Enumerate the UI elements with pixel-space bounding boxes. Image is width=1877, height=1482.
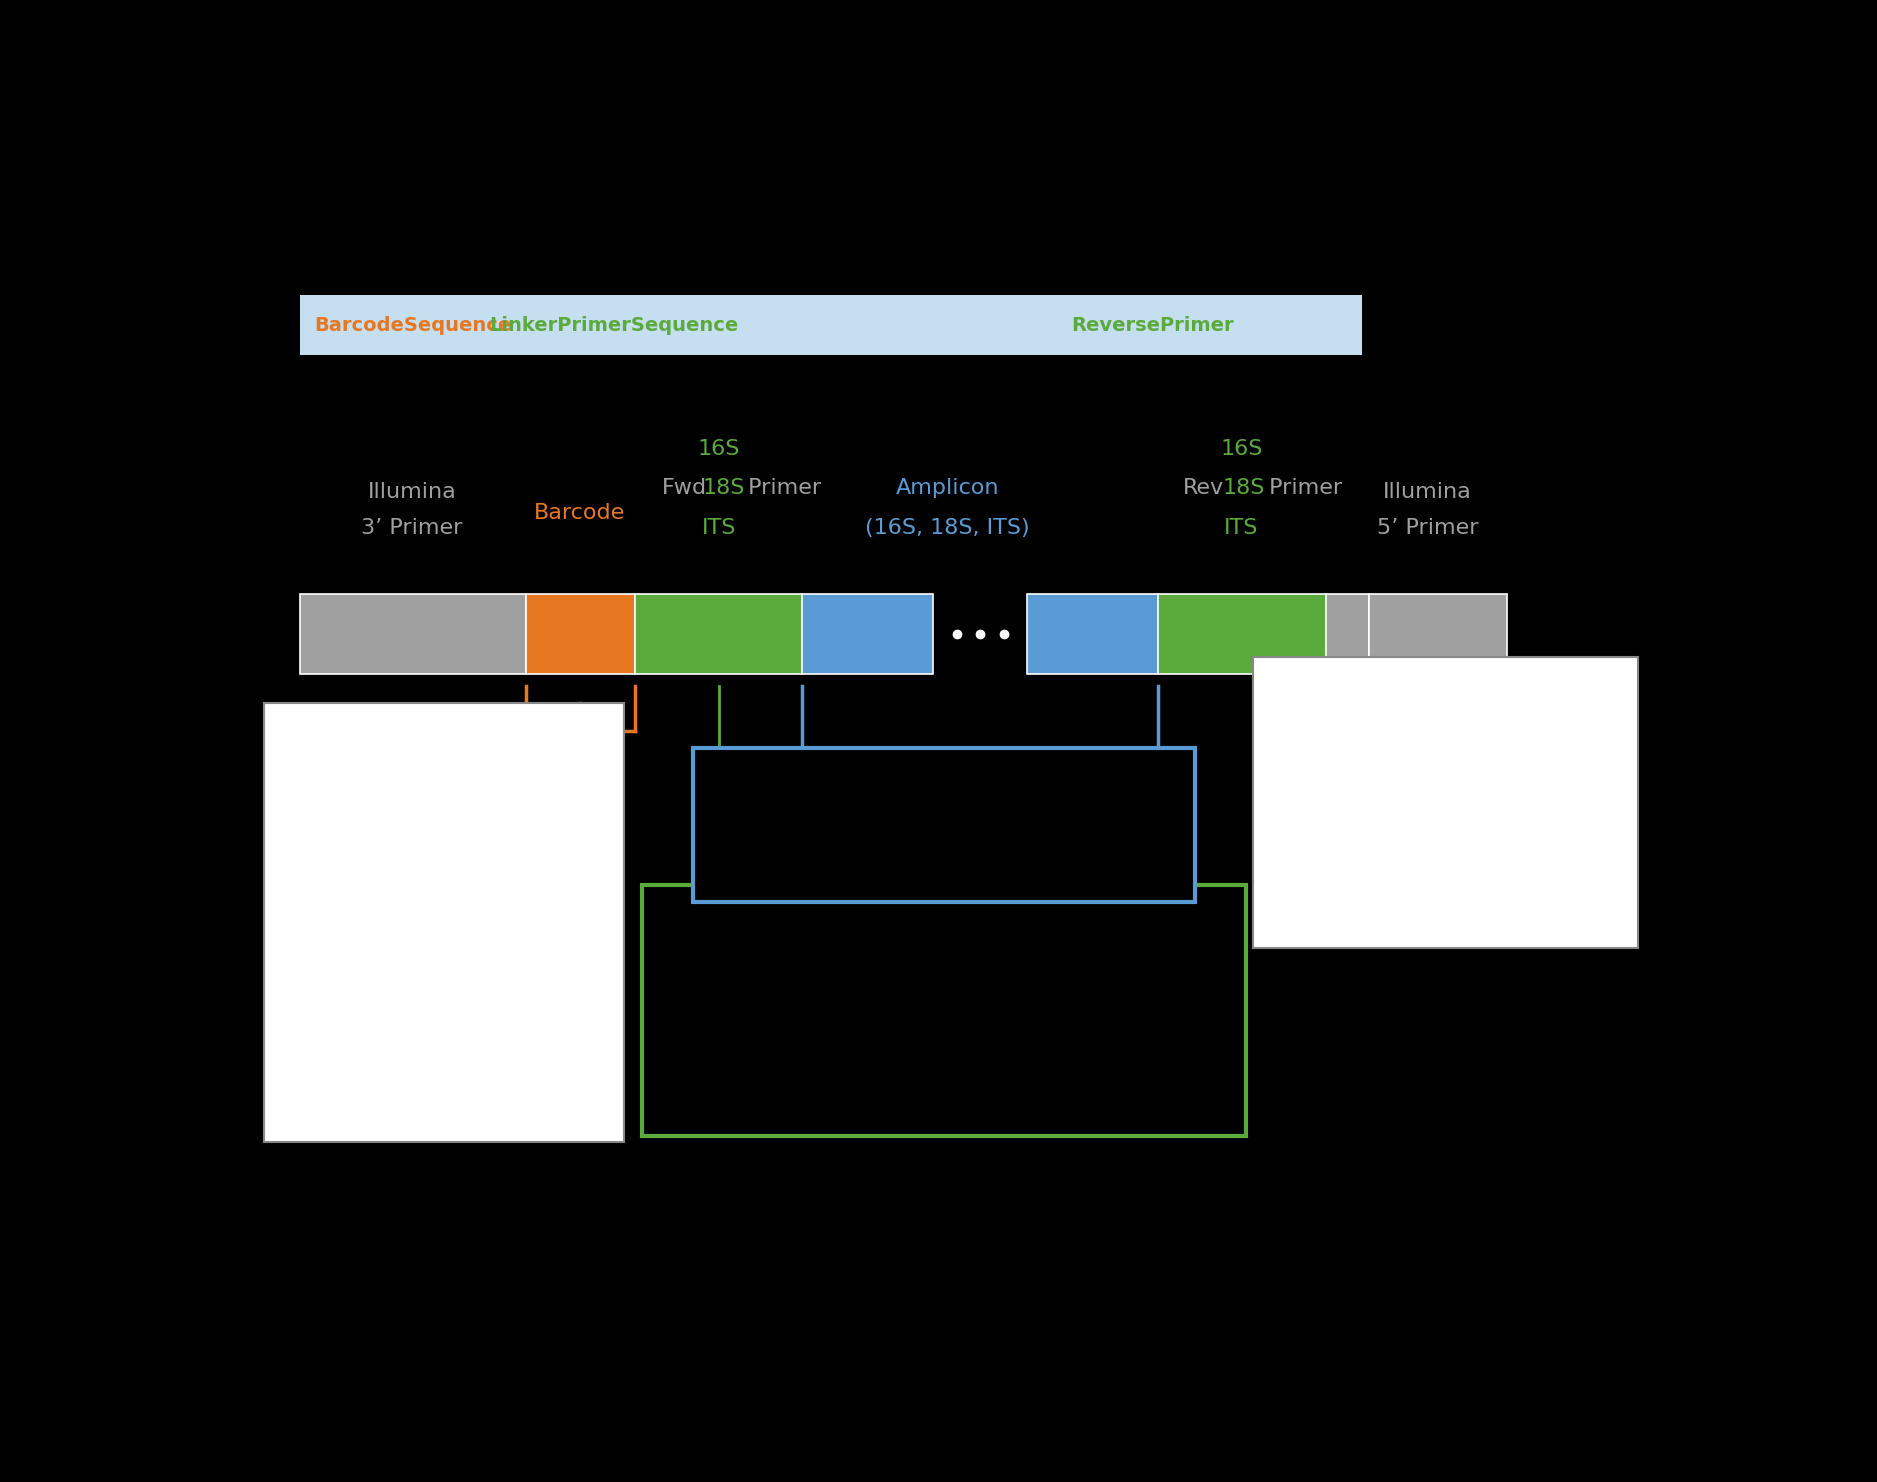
Text: (16S, 18S, ITS): (16S, 18S, ITS) [865, 519, 1030, 538]
Text: read to each sample used: read to each sample used [270, 785, 505, 805]
Text: assign unambiguously a: assign unambiguously a [270, 751, 490, 769]
FancyBboxPatch shape [634, 594, 801, 674]
Text: Primer: Primer [1261, 479, 1342, 498]
Text: where to start: where to start [1261, 774, 1389, 791]
Text: LinkerPrimerSequence: LinkerPrimerSequence [490, 316, 738, 335]
Text: cases remove these: cases remove these [1261, 928, 1443, 946]
Text: 18S: 18S [704, 479, 745, 498]
Text: removing the Barcode is: removing the Barcode is [270, 855, 492, 873]
FancyBboxPatch shape [526, 594, 634, 674]
Text: flowcell – illumina: flowcell – illumina [1261, 865, 1423, 883]
Text: Illumina: Illumina [1383, 482, 1472, 501]
Text: 16S: 16S [1220, 440, 1263, 459]
Text: Barcode: Barcode [533, 504, 625, 523]
Text: Amplicon: Amplicon [895, 479, 999, 498]
Text: Barcode sequences: Barcode sequences [270, 717, 447, 735]
Text: – identifying and: – identifying and [270, 821, 420, 839]
Text: ITS: ITS [1224, 519, 1258, 538]
Text: quality – this is: quality – this is [270, 1026, 405, 1043]
Text: by the sequencer to: by the sequencer to [1261, 711, 1443, 731]
Text: ITS: ITS [702, 519, 736, 538]
FancyBboxPatch shape [693, 748, 1194, 903]
Text: sequencing and to: sequencing and to [1261, 805, 1428, 823]
Text: ReversePrimer: ReversePrimer [1072, 316, 1233, 335]
Text: BarcodeSequence: BarcodeSequence [315, 316, 512, 335]
Text: called “: called “ [270, 889, 340, 907]
Text: heterogeneity Spacers¹: heterogeneity Spacers¹ [270, 957, 509, 975]
FancyBboxPatch shape [1325, 594, 1370, 674]
FancyBboxPatch shape [1027, 594, 1158, 674]
FancyBboxPatch shape [1158, 594, 1325, 674]
FancyBboxPatch shape [1254, 657, 1639, 948]
Text: Illumina primers are used: Illumina primers are used [1261, 682, 1492, 700]
Text: automatically detected: automatically detected [270, 1060, 481, 1077]
FancyBboxPatch shape [801, 594, 933, 674]
FancyBboxPatch shape [1370, 594, 1507, 674]
Text: to increase sequence: to increase sequence [270, 991, 464, 1009]
Text: 5’ Primer: 5’ Primer [1376, 519, 1479, 538]
Text: detect the point from: detect the point from [1261, 742, 1455, 760]
Text: physically bind the: physically bind the [1261, 836, 1432, 854]
FancyBboxPatch shape [642, 885, 1246, 1137]
Text: 16S: 16S [698, 440, 740, 459]
Text: Primer: Primer [741, 479, 820, 498]
Text: ”.: ”. [494, 889, 509, 907]
Text: 3’ Primer: 3’ Primer [362, 519, 464, 538]
Text: Illumina: Illumina [368, 482, 456, 501]
Text: Demultiplexing: Demultiplexing [340, 889, 494, 907]
FancyBboxPatch shape [300, 295, 1363, 354]
Text: 18S: 18S [1222, 479, 1265, 498]
FancyBboxPatch shape [263, 702, 625, 1143]
FancyBboxPatch shape [300, 594, 526, 674]
Text: Rev: Rev [1183, 479, 1224, 498]
Text: software should in all: software should in all [1261, 897, 1455, 914]
Text: Fwd: Fwd [663, 479, 708, 498]
Text: Barcodes can contain: Barcodes can contain [270, 923, 465, 941]
Text: and removed by LotuS: and removed by LotuS [270, 1094, 475, 1112]
